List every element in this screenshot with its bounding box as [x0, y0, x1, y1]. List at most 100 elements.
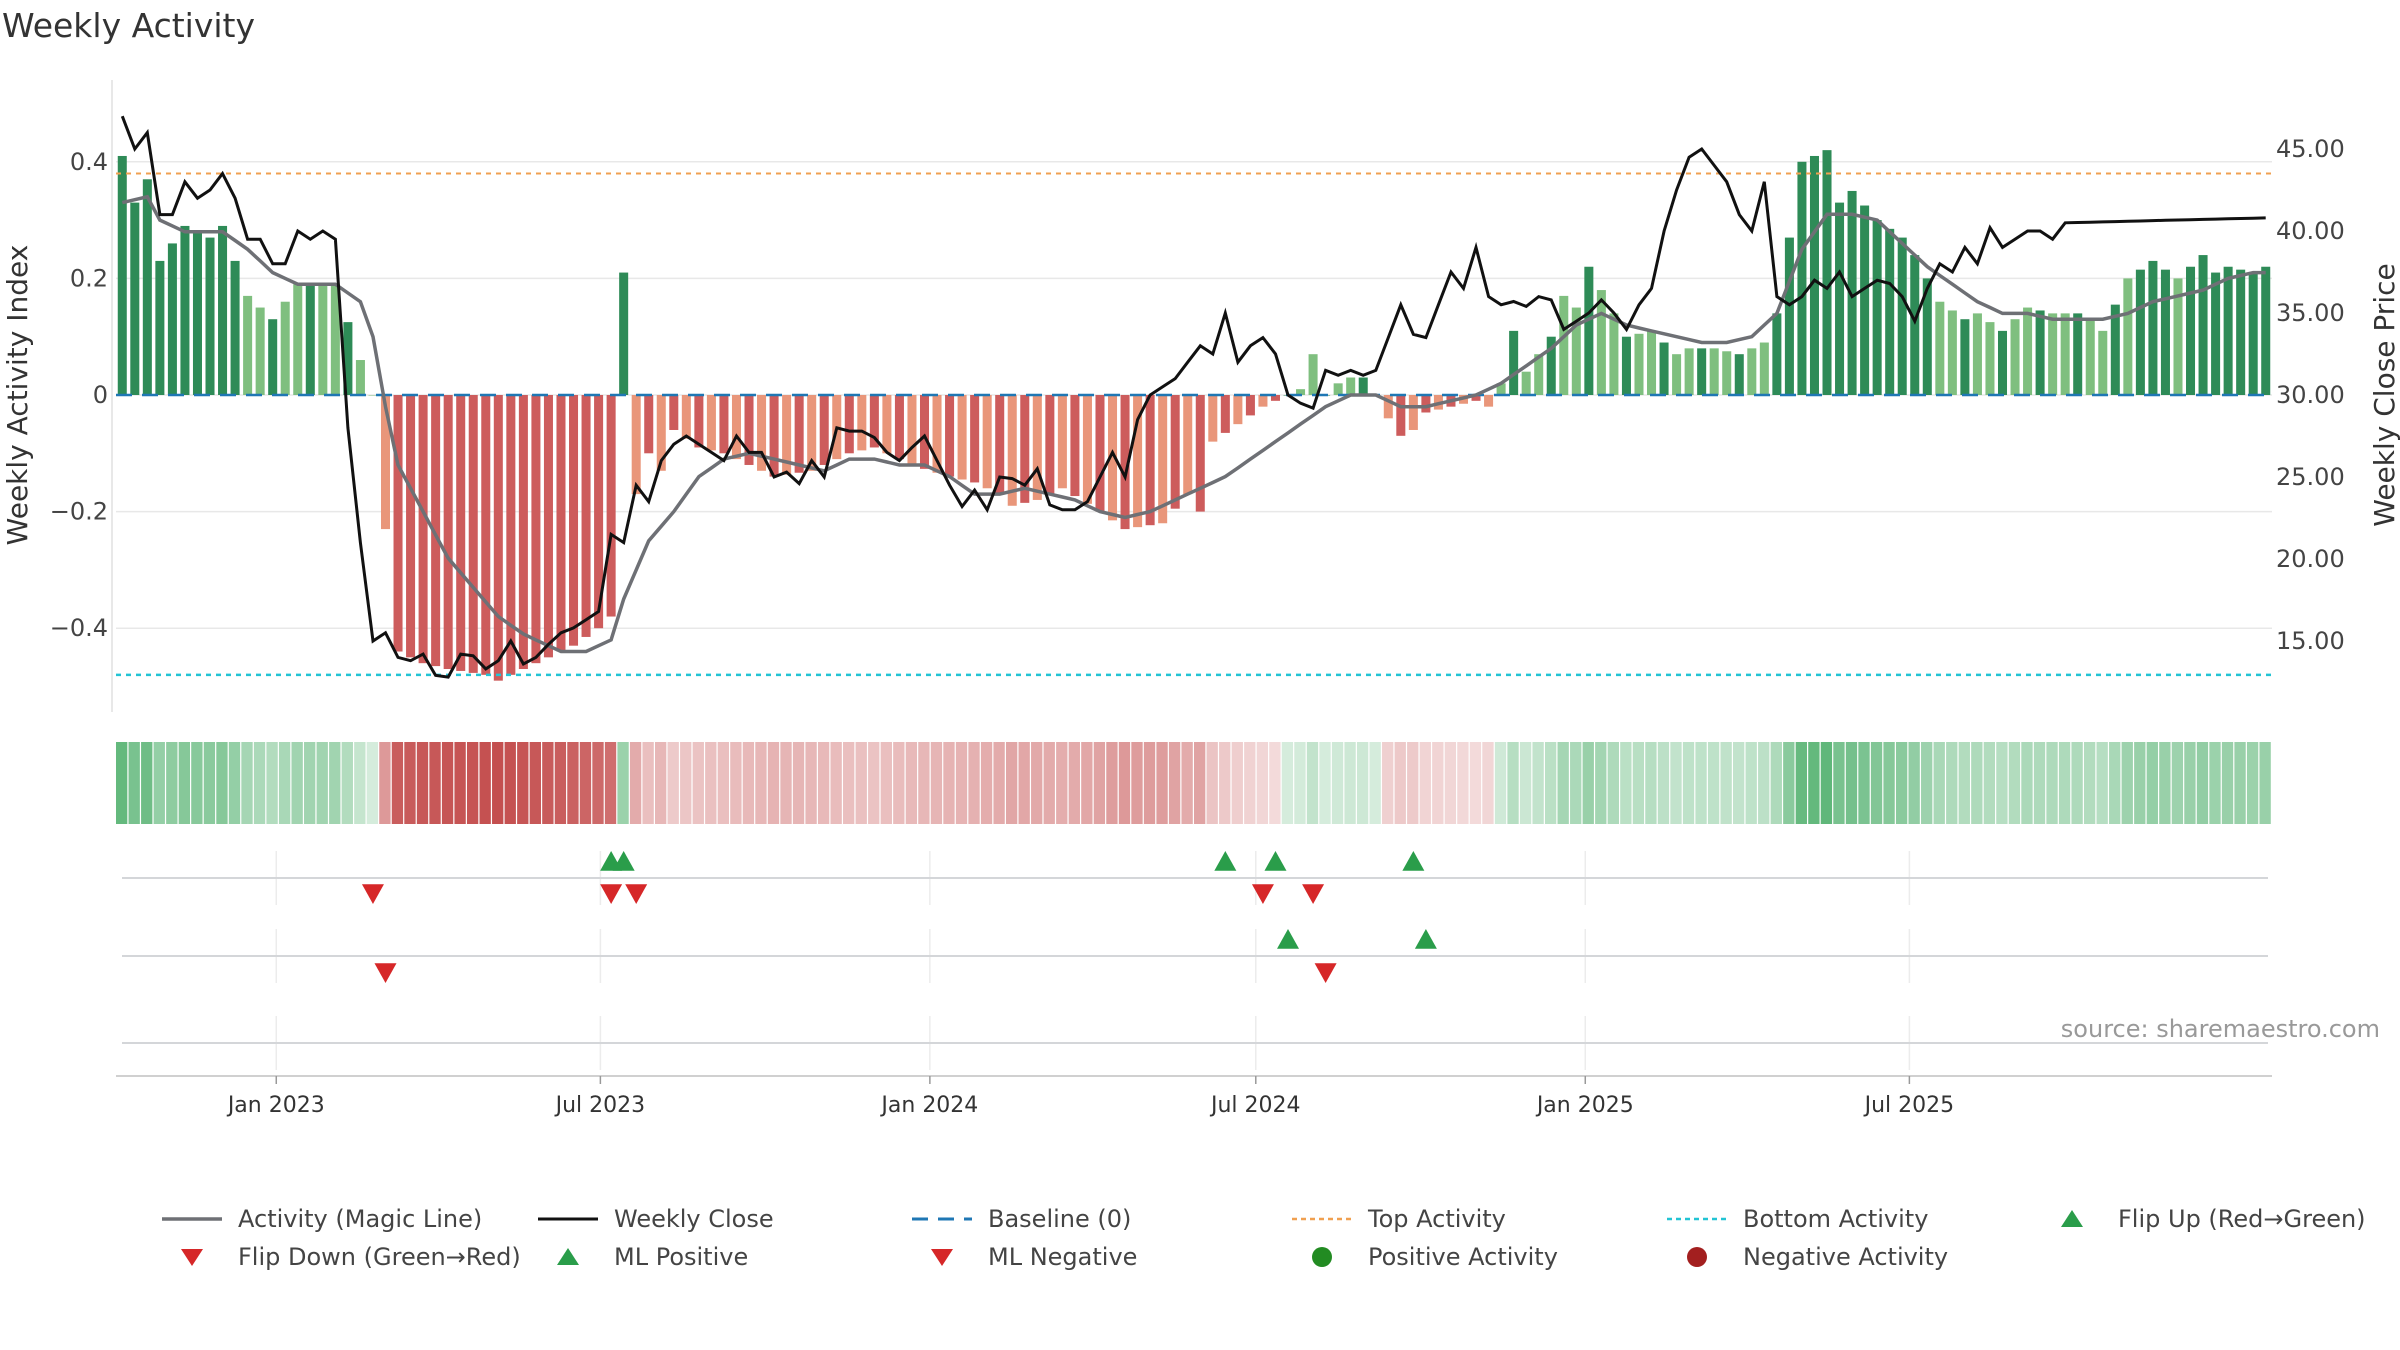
y-tick-label: 0 — [93, 381, 108, 409]
activity-bar — [1722, 351, 1732, 395]
activity-bar — [1797, 161, 1807, 395]
heat-cell — [379, 742, 391, 824]
heat-cell — [730, 742, 742, 824]
activity-bar — [1709, 348, 1719, 395]
heat-cell — [1043, 742, 1055, 824]
activity-bar — [794, 395, 804, 473]
heat-cell — [529, 742, 541, 824]
activity-bar — [1659, 342, 1669, 395]
activity-bar — [1133, 395, 1143, 528]
heat-cell — [1733, 742, 1745, 824]
activity-bar — [1835, 202, 1845, 395]
heat-cell — [1645, 742, 1657, 824]
heat-cell — [1457, 742, 1469, 824]
activity-bar — [606, 395, 616, 617]
legend-item: Top Activity — [1290, 1205, 1506, 1233]
heat-cell — [1106, 742, 1118, 824]
activity-bar — [882, 395, 892, 454]
heat-cell — [1005, 742, 1018, 824]
heat-cell — [1670, 742, 1682, 824]
flip-up-marker — [612, 851, 635, 871]
activity-bar — [406, 395, 416, 658]
activity-bar — [706, 395, 716, 451]
activity-bar — [857, 395, 867, 451]
heat-cell — [128, 742, 140, 824]
activity-bar — [1032, 395, 1042, 500]
heat-cell — [454, 742, 466, 824]
flip-down-marker — [1302, 884, 1325, 904]
activity-bar — [543, 395, 553, 658]
weekly-close-line — [120, 115, 2266, 679]
heat-cell — [1908, 742, 1920, 824]
activity-bar — [2223, 266, 2233, 395]
activity-bar — [681, 395, 691, 439]
heat-cell — [116, 742, 128, 824]
heat-cell — [1758, 742, 1770, 824]
heat-cell — [1695, 742, 1707, 824]
activity-bar — [2135, 269, 2145, 395]
heat-cell — [1018, 742, 1030, 824]
activity-bar — [1784, 237, 1794, 395]
activity-bar — [2048, 313, 2058, 395]
activity-bar — [2211, 272, 2221, 395]
activity-bar — [1534, 354, 1544, 395]
activity-bar — [167, 243, 177, 395]
heat-cell — [655, 742, 667, 824]
heat-cell — [980, 742, 993, 824]
heat-cell — [2184, 742, 2196, 824]
heat-cell — [1783, 742, 1795, 824]
activity-bar — [243, 295, 253, 395]
heat-cell — [1269, 742, 1281, 824]
legend-label: Baseline (0) — [988, 1205, 1132, 1233]
activity-bar — [1145, 395, 1155, 526]
heat-cell — [479, 742, 491, 824]
y2-tick-label: 40.00 — [2276, 217, 2345, 245]
heat-cell — [1056, 742, 1068, 824]
y-axis-title: Weekly Activity Index — [1, 245, 34, 546]
activity-bar — [569, 395, 579, 646]
activity-bar — [594, 395, 604, 629]
blue-dashed-line-icon — [912, 1217, 972, 1221]
heat-cell — [1720, 742, 1732, 824]
heat-cell — [1971, 742, 1983, 824]
heat-cell — [2021, 742, 2033, 824]
green-up-triangle-icon — [557, 1248, 579, 1265]
activity-bar — [418, 395, 428, 664]
activity-bar — [1270, 395, 1280, 401]
activity-bar — [782, 395, 792, 475]
legend-label: Weekly Close — [614, 1205, 774, 1233]
activity-bar — [142, 179, 152, 395]
activity-bar — [869, 395, 879, 448]
legend-label: ML Negative — [988, 1243, 1138, 1271]
y2-axis-title: Weekly Close Price — [2368, 263, 2400, 526]
activity-bar — [807, 395, 817, 471]
x-tick-label: Jul 2023 — [554, 1093, 646, 1118]
heat-cell — [1081, 742, 1093, 824]
activity-bar — [1333, 383, 1343, 395]
activity-bar — [180, 225, 190, 395]
heat-cell — [1996, 742, 2008, 824]
activity-bar — [2123, 278, 2133, 395]
activity-bar — [1170, 395, 1180, 509]
heat-cell — [1356, 742, 1369, 824]
heat-cell — [1407, 742, 1419, 824]
activity-bar — [2060, 313, 2070, 395]
activity-bar — [1346, 377, 1356, 395]
x-tick-label: Jul 2024 — [1209, 1093, 1301, 1118]
heat-cell — [817, 742, 830, 824]
activity-bar — [1621, 336, 1631, 395]
activity-bar — [1471, 395, 1481, 401]
heat-cell — [2246, 742, 2259, 824]
flip-up-marker — [1264, 851, 1287, 871]
activity-bar — [293, 284, 303, 395]
heat-cell — [680, 742, 692, 824]
legend-item: Negative Activity — [1665, 1243, 1948, 1271]
legend-label: Activity (Magic Line) — [238, 1205, 483, 1233]
activity-bar — [1521, 371, 1531, 395]
legend-label: Negative Activity — [1743, 1243, 1949, 1271]
activity-bar — [318, 284, 328, 395]
heat-cell — [542, 742, 554, 824]
heat-cell — [2083, 742, 2096, 824]
heat-cell — [1657, 742, 1670, 824]
